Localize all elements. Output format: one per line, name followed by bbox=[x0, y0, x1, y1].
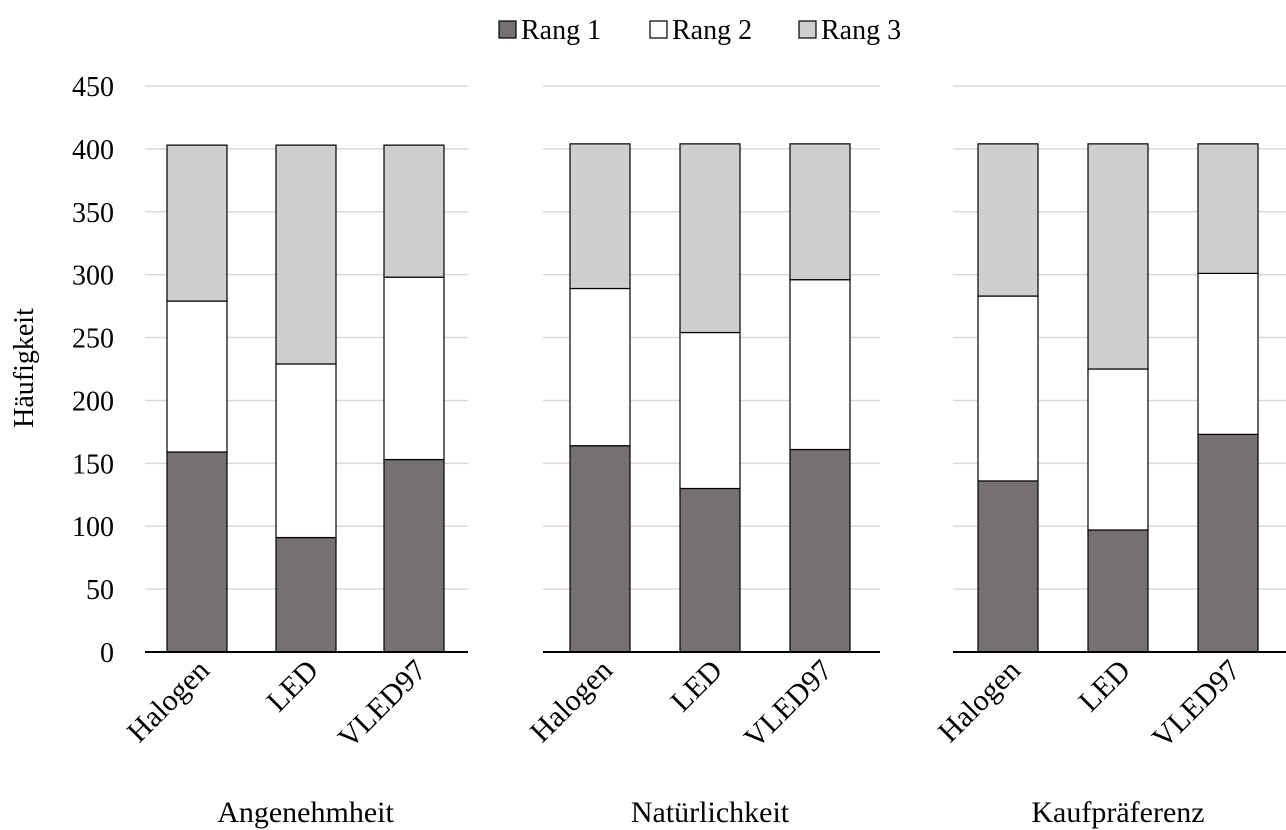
bar-segment-rang-2 bbox=[789, 279, 851, 451]
category-label: Halogen bbox=[524, 654, 619, 749]
category-label: VLED97 bbox=[332, 654, 433, 755]
category-label: LED bbox=[664, 654, 729, 719]
bar-segment-rang-1 bbox=[383, 458, 445, 653]
bar-segment-rang-3 bbox=[977, 143, 1039, 297]
legend: Rang 1 Rang 2 Rang 3 bbox=[498, 15, 901, 46]
y-tick-label: 250 bbox=[72, 324, 114, 355]
bar-segment-rang-1 bbox=[166, 451, 228, 653]
legend-item: Rang 1 bbox=[498, 15, 601, 46]
y-tick-label: 450 bbox=[72, 72, 114, 103]
y-tick-label: 300 bbox=[72, 261, 114, 292]
bar-segment-rang-3 bbox=[1197, 143, 1259, 275]
bar-segment-rang-1 bbox=[1197, 433, 1259, 653]
bar-segment-rang-2 bbox=[977, 295, 1039, 482]
legend-label: Rang 1 bbox=[521, 15, 601, 46]
y-tick-label: 350 bbox=[72, 198, 114, 229]
bar-segment-rang-2 bbox=[679, 331, 741, 490]
bar-segment-rang-1 bbox=[1087, 529, 1149, 653]
bar-segment-rang-1 bbox=[275, 536, 337, 653]
panel-title: Angenehmheit bbox=[217, 796, 394, 829]
panel-1: Halogen LED VLED97 Angenehmheit bbox=[121, 85, 468, 829]
bar-segment-rang-3 bbox=[679, 143, 741, 334]
bar-segment-rang-1 bbox=[789, 448, 851, 653]
panel-3: Halogen LED VLED97 Kaufpräferenz bbox=[932, 85, 1286, 829]
bar-segment-rang-3 bbox=[166, 144, 228, 302]
y-tick-label: 0 bbox=[100, 638, 114, 669]
panel-title: Natürlichkeit bbox=[631, 796, 790, 829]
bar-segment-rang-3 bbox=[569, 143, 631, 290]
legend-swatch bbox=[649, 20, 668, 39]
y-tick-label: 200 bbox=[72, 386, 114, 417]
bar-segment-rang-2 bbox=[1087, 368, 1149, 531]
bar-segment-rang-2 bbox=[383, 276, 445, 461]
bar-segment-rang-1 bbox=[977, 480, 1039, 653]
bar-segment-rang-1 bbox=[569, 445, 631, 653]
bar-segment-rang-2 bbox=[166, 300, 228, 453]
y-tick-label: 400 bbox=[72, 135, 114, 166]
bar-segment-rang-1 bbox=[679, 487, 741, 653]
bar-segment-rang-3 bbox=[1087, 143, 1149, 370]
legend-swatch bbox=[798, 20, 817, 39]
y-tick-label: 50 bbox=[86, 575, 114, 606]
y-axis-label: Häufigkeit bbox=[9, 308, 40, 428]
panel-title: Kaufpräferenz bbox=[1031, 796, 1204, 829]
legend-label: Rang 3 bbox=[821, 15, 901, 46]
category-label: VLED97 bbox=[738, 654, 839, 755]
bar-segment-rang-3 bbox=[275, 144, 337, 365]
y-tick-label: 150 bbox=[72, 449, 114, 480]
y-tick-label: 100 bbox=[72, 512, 114, 543]
bar-segment-rang-2 bbox=[275, 363, 337, 539]
bar-segment-rang-2 bbox=[1197, 272, 1259, 436]
legend-item: Rang 3 bbox=[798, 15, 901, 46]
category-label: VLED97 bbox=[1146, 654, 1247, 755]
category-label: Halogen bbox=[932, 654, 1027, 749]
category-label: Halogen bbox=[121, 654, 216, 749]
legend-label: Rang 2 bbox=[672, 15, 752, 46]
category-label: LED bbox=[1072, 654, 1137, 719]
legend-item: Rang 2 bbox=[649, 15, 752, 46]
bar-segment-rang-3 bbox=[383, 144, 445, 278]
legend-swatch bbox=[498, 20, 517, 39]
category-label: LED bbox=[260, 654, 325, 719]
bar-segment-rang-2 bbox=[569, 287, 631, 447]
y-axis-ticks: 0 50 100 150 200 250 300 350 400 450 bbox=[72, 72, 114, 669]
panel-2: Halogen LED VLED97 Natürlichkeit bbox=[524, 85, 880, 829]
bar-segment-rang-3 bbox=[789, 143, 851, 281]
